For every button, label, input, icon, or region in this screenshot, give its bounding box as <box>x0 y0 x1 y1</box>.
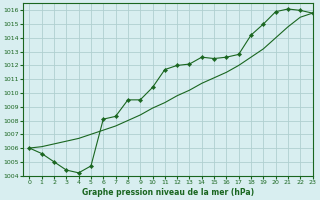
X-axis label: Graphe pression niveau de la mer (hPa): Graphe pression niveau de la mer (hPa) <box>82 188 254 197</box>
